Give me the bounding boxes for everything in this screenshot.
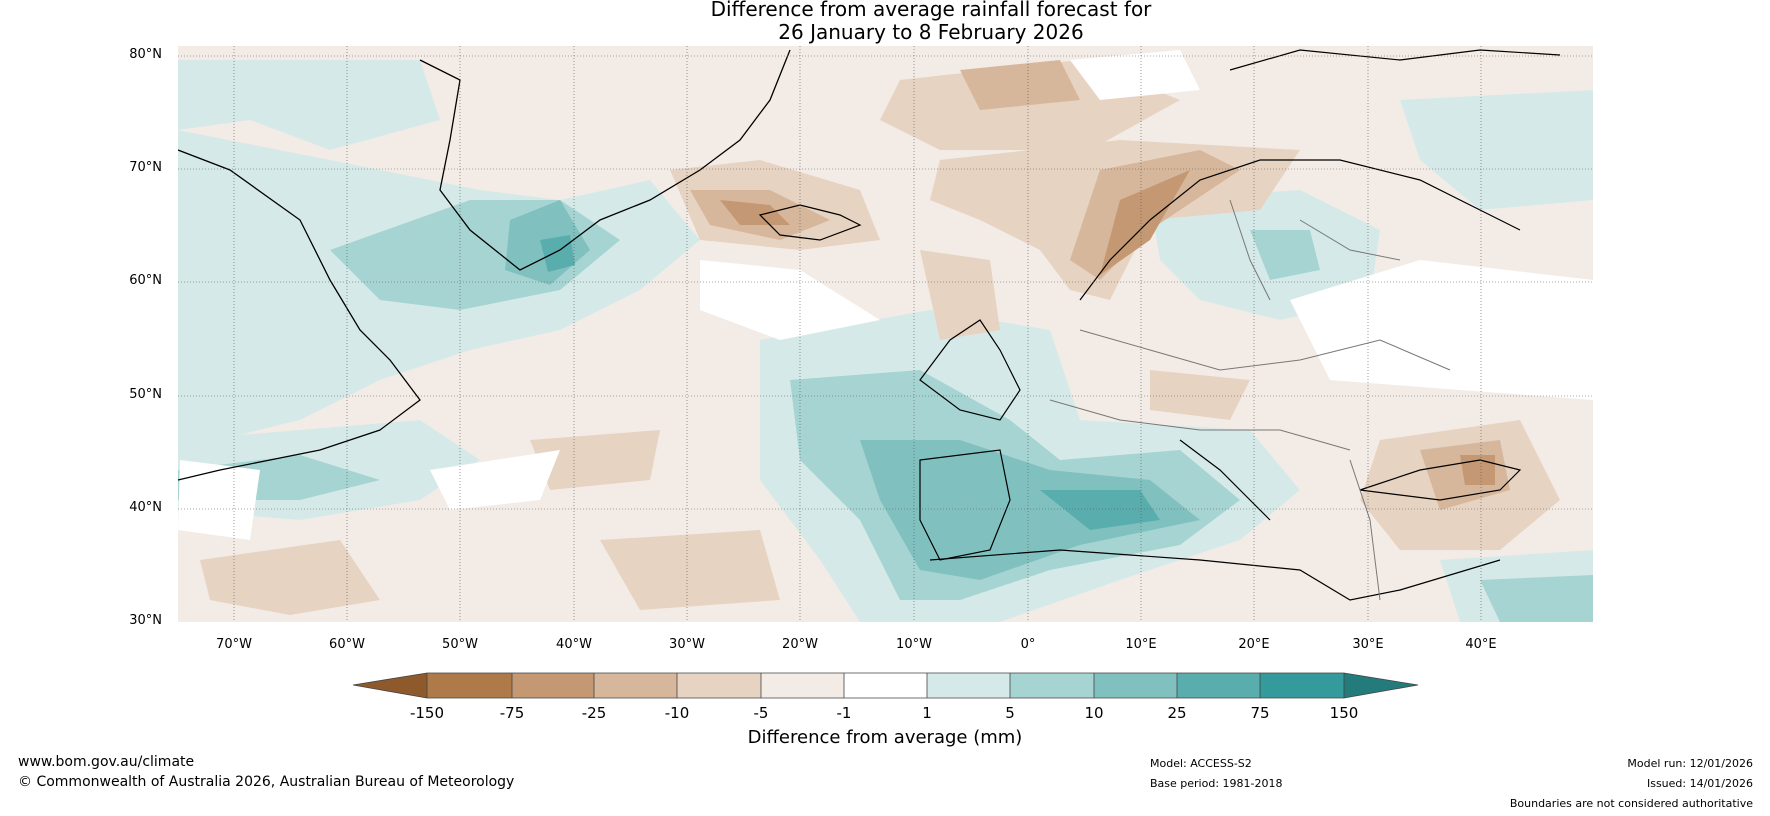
graticule — [178, 46, 1593, 622]
colorbar-segment — [677, 673, 761, 698]
lon-label: 20°W — [782, 637, 818, 652]
colorbar-segment — [761, 673, 844, 698]
colorbar-segment — [1010, 673, 1094, 698]
colorbar-tick: -150 — [409, 704, 445, 722]
colorbar-tick: -1 — [836, 704, 852, 722]
colorbar-tick: -10 — [664, 704, 690, 722]
lat-label: 50°N — [129, 387, 162, 402]
lon-label: 50°W — [442, 637, 478, 652]
lat-label: 60°N — [129, 273, 162, 288]
lon-label: 30°E — [1352, 637, 1384, 652]
colorbar-segment — [927, 673, 1010, 698]
colorbar-tick: 5 — [1005, 704, 1015, 722]
colorbar-segment — [1177, 673, 1260, 698]
copyright: © Commonwealth of Australia 2026, Austra… — [18, 774, 515, 790]
lon-label: 40°W — [556, 637, 592, 652]
colorbar-tick: 25 — [1167, 704, 1187, 722]
lon-label: 0° — [1020, 637, 1036, 652]
website-link[interactable]: www.bom.gov.au/climate — [18, 754, 195, 770]
model-run: Model run: 12/01/2026 — [1627, 757, 1753, 770]
lat-label: 30°N — [129, 613, 162, 628]
colorbar-segment — [427, 673, 512, 698]
colorbar-segment — [1260, 673, 1344, 698]
colorbar-segment — [1094, 673, 1177, 698]
colorbar-tick: -75 — [499, 704, 525, 722]
lon-label: 60°W — [329, 637, 365, 652]
lat-label: 70°N — [129, 160, 162, 175]
colorbar-tick: 150 — [1329, 704, 1359, 722]
colorbar-tick: 1 — [922, 704, 932, 722]
model-name: Model: ACCESS-S2 — [1150, 757, 1252, 770]
anomaly-field — [178, 46, 1593, 622]
colorbar-tick: 75 — [1250, 704, 1270, 722]
lon-label: 40°E — [1465, 637, 1497, 652]
lon-label: 10°E — [1125, 637, 1157, 652]
lon-label: 10°W — [896, 637, 932, 652]
colorbar-segment — [844, 673, 927, 698]
colorbar-tick: -25 — [581, 704, 607, 722]
colorbar-tick: -5 — [753, 704, 769, 722]
lon-label: 30°W — [669, 637, 705, 652]
lon-label: 20°E — [1238, 637, 1270, 652]
colorbar-segment — [1344, 673, 1418, 698]
lat-label: 80°N — [129, 47, 162, 62]
colorbar-label: Difference from average (mm) — [747, 727, 1023, 748]
colorbar-segment — [512, 673, 594, 698]
lat-label: 40°N — [129, 500, 162, 515]
colorbar — [352, 672, 1419, 699]
map-title: Difference from average rainfall forecas… — [0, 0, 1770, 44]
issued-date: Issued: 14/01/2026 — [1646, 777, 1753, 790]
colorbar-tick: 10 — [1084, 704, 1104, 722]
title-line-1: Difference from average rainfall forecas… — [710, 0, 1152, 21]
boundary-disclaimer: Boundaries are not considered authoritat… — [1509, 797, 1753, 810]
lon-label: 70°W — [216, 637, 252, 652]
title-line-2: 26 January to 8 February 2026 — [778, 20, 1084, 44]
base-period: Base period: 1981-2018 — [1150, 777, 1283, 790]
colorbar-segment — [353, 673, 427, 698]
colorbar-segment — [594, 673, 677, 698]
